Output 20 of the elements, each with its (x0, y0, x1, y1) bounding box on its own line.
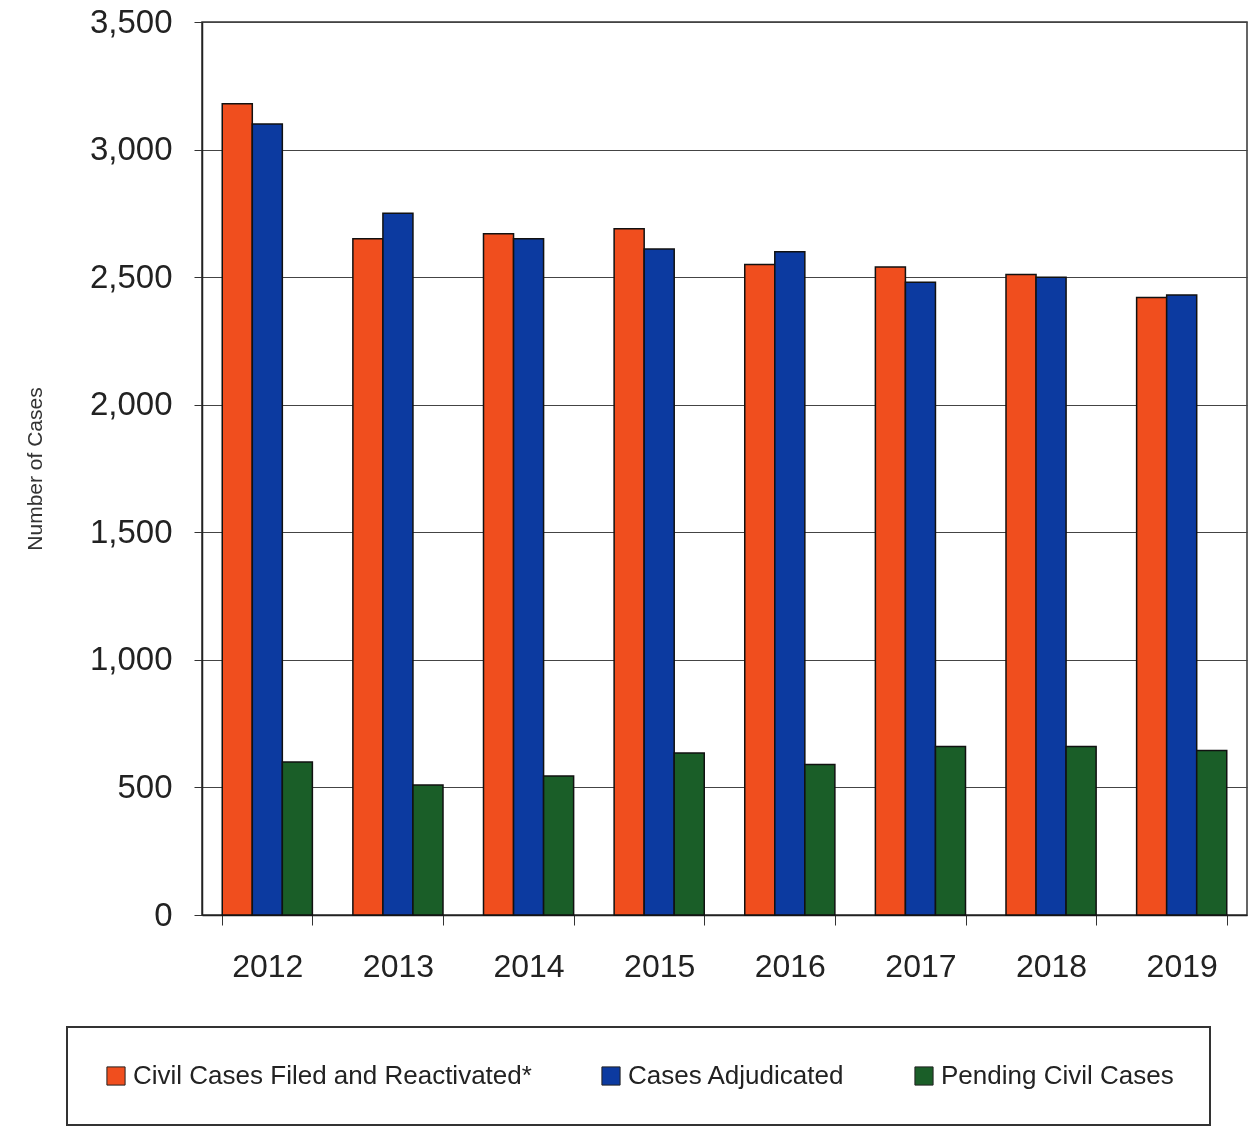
x-tick-label: 2012 (232, 947, 304, 984)
y-tick-label: 3,500 (89, 2, 173, 40)
x-tick-label: 2019 (1146, 947, 1218, 984)
y-tick-label: 2,500 (89, 257, 173, 295)
x-tick-label: 2017 (885, 947, 957, 984)
y-tick-label: 500 (117, 767, 173, 805)
x-tick-label: 2013 (362, 947, 435, 984)
legend-label: Civil Cases Filed and Reactivated* (133, 1060, 532, 1090)
x-tick-label: 2015 (624, 947, 696, 984)
y-axis-title: Number of Cases (22, 387, 46, 551)
x-tick-label: 2014 (493, 947, 565, 984)
y-tick-label: 0 (154, 895, 173, 933)
y-tick-label: 1,500 (89, 512, 173, 550)
y-tick-label: 3,000 (89, 130, 173, 168)
x-tick-label: 2016 (754, 947, 826, 984)
y-tick-label: 2,000 (89, 385, 173, 423)
legend-label: Cases Adjudicated (628, 1060, 844, 1090)
y-tick-label: 1,000 (89, 640, 173, 678)
x-tick-label: 2018 (1015, 947, 1088, 984)
legend-label: Pending Civil Cases (941, 1060, 1174, 1090)
